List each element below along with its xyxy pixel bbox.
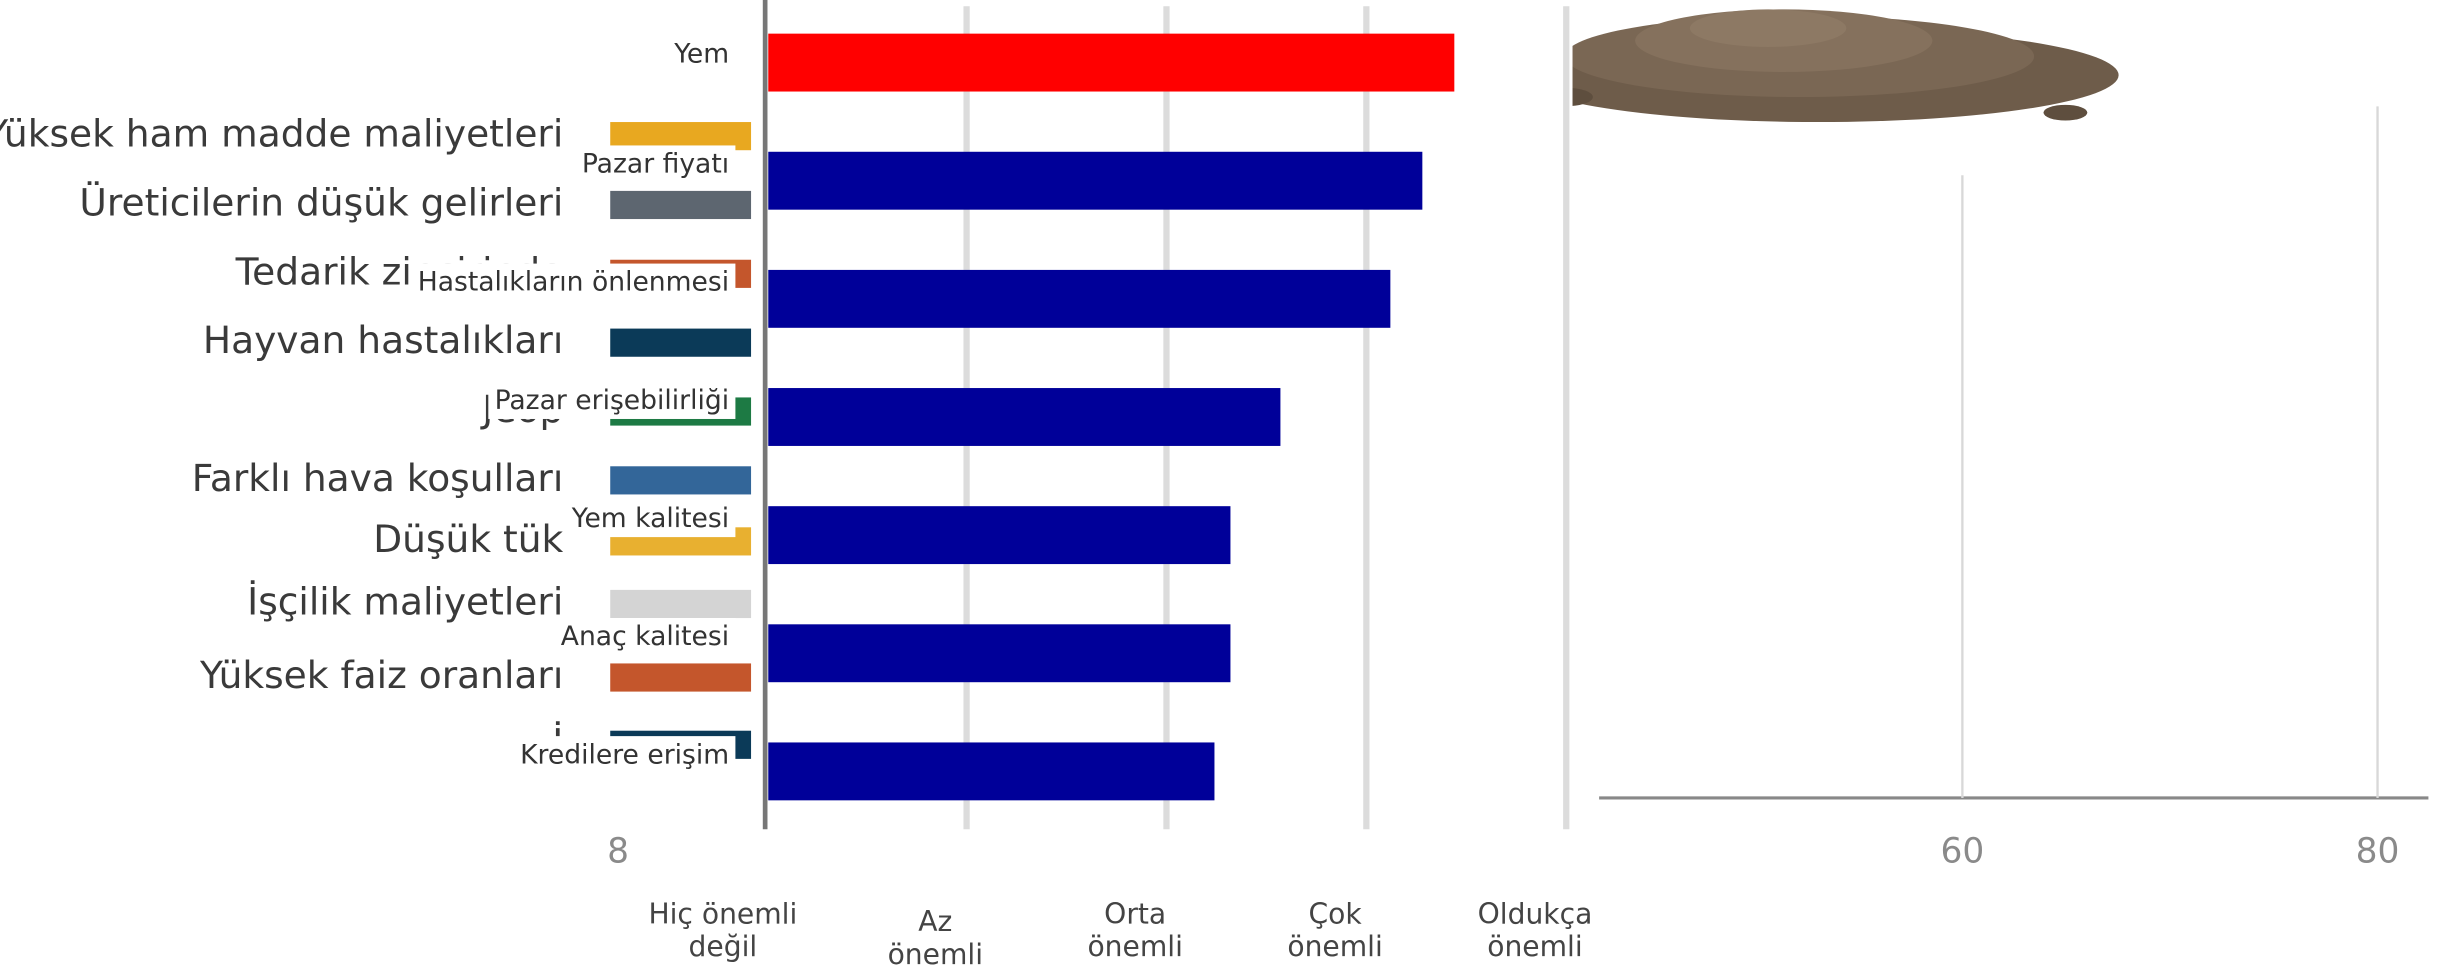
category-label: Yem	[673, 38, 729, 69]
background-category-label: Üreticilerin düşük gelirleri	[79, 180, 563, 224]
category-label: Hastalıkların önlenmesi	[418, 267, 729, 298]
label-background	[513, 736, 736, 774]
bar	[768, 151, 1423, 210]
background-category-label: Hayvan hastalıkları	[203, 318, 563, 362]
background-category-label: Düşük tük	[373, 517, 563, 561]
category-label: Pazar fiyatı	[582, 149, 729, 180]
main-chart: Hiç önemli değil Az önemli Orta önemli Çok önem…	[411, 0, 1592, 966]
bar	[768, 624, 1231, 683]
label-background	[575, 145, 736, 183]
x-tick-label: Orta önemli	[1087, 897, 1182, 963]
category-label: Pazar erişebilirliği	[495, 385, 730, 416]
background-bar	[610, 589, 752, 619]
category-label: Kredilere erişim	[520, 739, 729, 770]
bar	[768, 33, 1455, 92]
background-bar	[610, 466, 752, 495]
x-tick-label: Az önemli	[888, 905, 983, 966]
background-bar	[610, 190, 752, 220]
x-tick-label: Çok önemli	[1287, 897, 1382, 963]
pellet-image	[1517, 9, 2119, 123]
category-label: Yem kalitesi	[571, 503, 729, 534]
background-category-label: Yüksek ham madde maliyetleri	[0, 112, 563, 156]
x-tick-label: Hiç önemli değil	[648, 897, 797, 963]
background-category-label: Farklı hava koşulları	[192, 456, 564, 500]
category-label: Anaç kalitesi	[561, 621, 729, 652]
x-tick-label: Oldukça önemli	[1478, 897, 1593, 963]
background-bar	[610, 328, 752, 357]
bar	[768, 388, 1281, 446]
background-bar	[610, 663, 752, 692]
background-category-label: Yüksek faiz oranları	[199, 653, 563, 697]
background-category-label: İşçilik maliyetleri	[247, 579, 563, 623]
x-tick-label: 60	[1940, 831, 1984, 871]
bar	[768, 269, 1391, 328]
bar	[768, 742, 1215, 801]
bar	[768, 506, 1231, 565]
x-tick-label: 80	[2356, 831, 2400, 871]
label-background	[554, 617, 736, 656]
label-background	[411, 263, 736, 301]
x-tick-label: 8	[607, 831, 629, 871]
label-background	[666, 35, 736, 73]
label-background	[564, 499, 736, 538]
label-background	[488, 381, 736, 419]
